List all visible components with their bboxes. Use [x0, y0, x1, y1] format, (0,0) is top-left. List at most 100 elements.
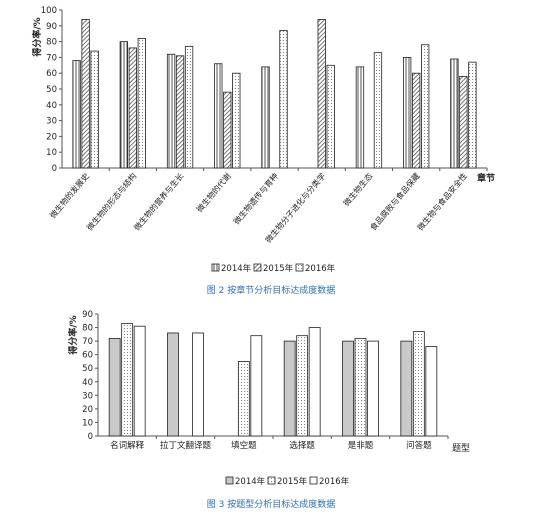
- chart1-y-tick-label: 0: [52, 164, 57, 174]
- chart1-bar-2: [317, 19, 326, 169]
- chart1-bar-2: [412, 72, 421, 169]
- chart2-y-tick-label: 70: [82, 337, 93, 347]
- chart2-bars: [108, 323, 438, 437]
- chart1-bar-1: [72, 60, 81, 169]
- chart2-bar-1: [283, 340, 296, 437]
- chart2-bar-1: [342, 340, 354, 437]
- chart2-bar-3: [250, 335, 263, 437]
- chart2-y-axis-label: 得分率/%: [67, 315, 79, 355]
- chart1-category-label: 微生物与食品安全性: [415, 171, 469, 233]
- chart2-bar-3: [192, 332, 204, 437]
- chart2-axes: 0 10 20 30 40 50 60 70 80 90: [82, 310, 449, 442]
- chart2-bar-2: [121, 323, 134, 437]
- chart2-legend-label-1: 2014年: [235, 476, 266, 487]
- chart1-y-axis-label: 得分率/%: [31, 17, 43, 57]
- chart2-bar-3: [133, 325, 146, 437]
- chart1-legend-swatch-3: [295, 263, 304, 272]
- chart1-legend-label-3: 2016年: [305, 263, 336, 274]
- chart1-legend-label-1: 2014年: [221, 263, 252, 274]
- chart2-caption: 图 3 按题型分析目标达成度数据: [207, 498, 335, 510]
- chart1-bar-1: [355, 66, 365, 169]
- chart1-y-tick-label: 10: [46, 148, 57, 158]
- chart1-bar-3: [232, 72, 241, 169]
- chart1-bar-3: [421, 44, 430, 169]
- chart1-y-tick-label: 70: [46, 53, 57, 63]
- chart1-caption: 图 2 按章节分析目标达成度数据: [207, 284, 335, 296]
- chart1-bar-3: [137, 38, 146, 169]
- chart1-category-label: 食品腐败与食品保藏: [368, 171, 422, 233]
- chart1-bar-1: [261, 66, 270, 169]
- chart1-legend: 2014年 2015年 2016年: [211, 263, 336, 274]
- chart2-legend: 2014年 2015年 2016年: [225, 476, 350, 487]
- chart2-legend-label-3: 2016年: [319, 476, 350, 487]
- chart2-y-tick-label: 20: [82, 405, 93, 415]
- chart2-bar-3: [367, 340, 379, 437]
- chart1-category-label: 微生物生态: [341, 171, 374, 208]
- chart1-y-tick-label: 90: [46, 22, 57, 32]
- chart2-legend-swatch-1: [225, 476, 234, 485]
- chart2-labels: 名词解释 拉丁文翻译题 填空题 选择题 是非题 问答题: [110, 440, 432, 451]
- chart1-y-tick-label: 60: [46, 69, 57, 79]
- chart2-category-label: 问答题: [406, 440, 432, 451]
- chart2-y-tick-label: 40: [82, 378, 93, 388]
- chart2-bar-3: [425, 346, 438, 437]
- chart2-bar-1: [400, 340, 413, 437]
- chart2-bar-2: [237, 361, 250, 437]
- chart2-bar-2: [296, 335, 309, 437]
- chart1-y-tick-label: 80: [46, 38, 57, 48]
- chart1-bar-1: [450, 58, 459, 169]
- chart2-y-tick-label: 80: [82, 324, 93, 334]
- chart1-bar-3: [184, 45, 194, 169]
- chart2-y-tick-label: 0: [88, 432, 93, 442]
- chart1-bar-2: [459, 75, 468, 169]
- chart1-legend-swatch-2: [253, 263, 262, 272]
- chart1-y-tick-label: 20: [46, 132, 57, 142]
- chart1-category-label: 微生物的形态与结构: [84, 171, 138, 233]
- chart2-legend-swatch-2: [267, 476, 276, 485]
- chart2-x-axis-label: 题型: [452, 443, 470, 454]
- chart2-bar-2: [354, 337, 367, 437]
- chart2-legend-swatch-3: [309, 476, 318, 485]
- chart2-category-label: 填空题: [231, 440, 257, 451]
- chart2-category-label: 选择题: [289, 440, 315, 451]
- chart1-bar-1: [119, 41, 128, 169]
- chart2-y-tick-label: 50: [82, 364, 93, 374]
- chart2-legend-label-2: 2015年: [277, 476, 308, 487]
- chart1-bar-1: [214, 63, 223, 169]
- chart1-category-label: 微生物的发展史: [47, 171, 91, 220]
- chart1-category-label: 微生物的营养与生长: [132, 171, 186, 233]
- chart2-bar-1: [108, 337, 121, 437]
- chart2-y-tick-label: 10: [82, 418, 93, 428]
- chart2-y-tick-label: 90: [82, 310, 93, 320]
- chart1-bar-3: [279, 30, 288, 169]
- chart2-y-tick-label: 60: [82, 351, 93, 361]
- chart1-bar-2: [175, 55, 185, 169]
- chart1-bar-2: [223, 91, 232, 169]
- chart1-bar-1: [403, 57, 412, 169]
- chart1-y-tick-label: 40: [46, 101, 57, 111]
- chart1-category-label: 微生物的代谢: [194, 171, 233, 214]
- chart2-y-tick-label: 30: [82, 391, 93, 401]
- chart1-legend-swatch-1: [211, 263, 220, 272]
- chart1-y-tick-label: 50: [46, 85, 57, 95]
- chart2-category-label: 拉丁文翻译题: [160, 440, 212, 451]
- chart2-bar-2: [412, 331, 425, 437]
- chart2-bar-3: [308, 327, 321, 437]
- chart1-bar-2: [128, 47, 137, 169]
- chart1-bar-3: [468, 61, 477, 169]
- chart1-bar-3: [373, 52, 383, 169]
- chart2-category-label: 名词解释: [110, 440, 145, 451]
- chart1-bars: [72, 19, 477, 169]
- chart1-bar-2: [81, 19, 90, 169]
- chart1-bar-1: [166, 53, 176, 169]
- chart1-x-axis-label: 章节: [477, 172, 495, 184]
- chart1-bar-3: [326, 64, 335, 169]
- chart2-category-label: 是非题: [348, 440, 374, 451]
- chart2-bar-1: [167, 332, 179, 437]
- chart1-y-tick-label: 30: [46, 117, 57, 127]
- chart1-category-label: 微生物遗传与育种: [231, 171, 280, 226]
